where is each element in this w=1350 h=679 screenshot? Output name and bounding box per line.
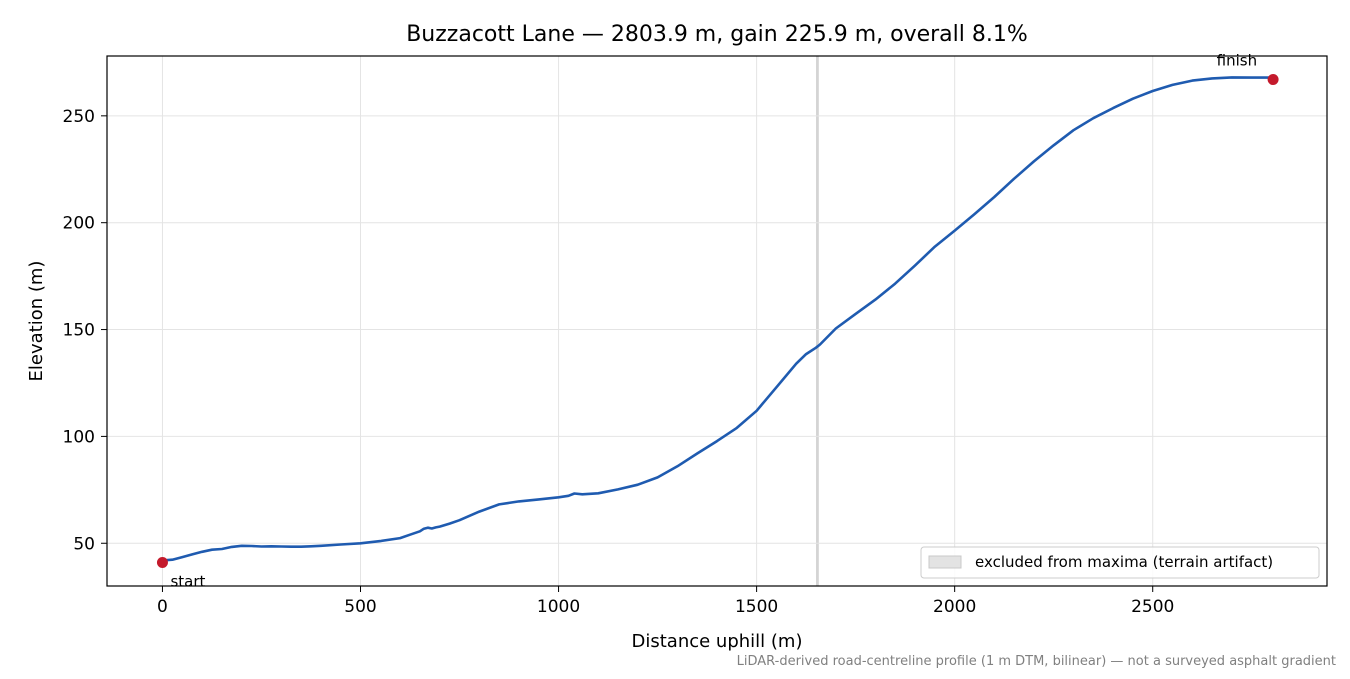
x-axis-label: Distance uphill (m) (632, 631, 803, 652)
x-tick-label: 2500 (1131, 597, 1174, 617)
excluded-band-layer (816, 56, 819, 586)
y-axis-label: Elevation (m) (26, 261, 47, 382)
footnote: LiDAR-derived road-centreline profile (1… (737, 654, 1336, 669)
y-axis: 50 100 150 200 250 (63, 107, 107, 554)
grid-layer (107, 56, 1327, 586)
x-tick-label: 2000 (933, 597, 976, 617)
finish-marker-label: finish (1217, 52, 1257, 70)
y-tick-label: 250 (63, 107, 95, 127)
legend: excluded from maxima (terrain artifact) (920, 546, 1320, 579)
chart-title: Buzzacott Lane — 2803.9 m, gain 225.9 m,… (406, 22, 1028, 47)
legend-label: excluded from maxima (terrain artifact) (975, 553, 1273, 571)
start-marker-label: start (170, 572, 205, 590)
x-tick-label: 1000 (537, 597, 580, 617)
x-tick-label: 500 (344, 597, 376, 617)
start-marker (156, 556, 168, 568)
finish-marker (1267, 74, 1279, 86)
legend-swatch (928, 555, 962, 569)
x-axis: 0 500 1000 1500 2000 2500 (157, 586, 1174, 617)
x-tick-label: 1500 (735, 597, 778, 617)
y-tick-label: 150 (63, 321, 95, 341)
x-tick-label: 0 (157, 597, 168, 617)
line-layer (161, 76, 1275, 562)
legend-box (920, 546, 1320, 579)
elevation-series-line (161, 76, 1275, 562)
excluded-band (816, 56, 819, 586)
y-tick-label: 50 (73, 534, 95, 554)
y-tick-label: 100 (63, 427, 95, 447)
plot-area: start finish (106, 52, 1328, 590)
y-tick-label: 200 (63, 214, 95, 234)
plot-frame (106, 55, 1328, 587)
